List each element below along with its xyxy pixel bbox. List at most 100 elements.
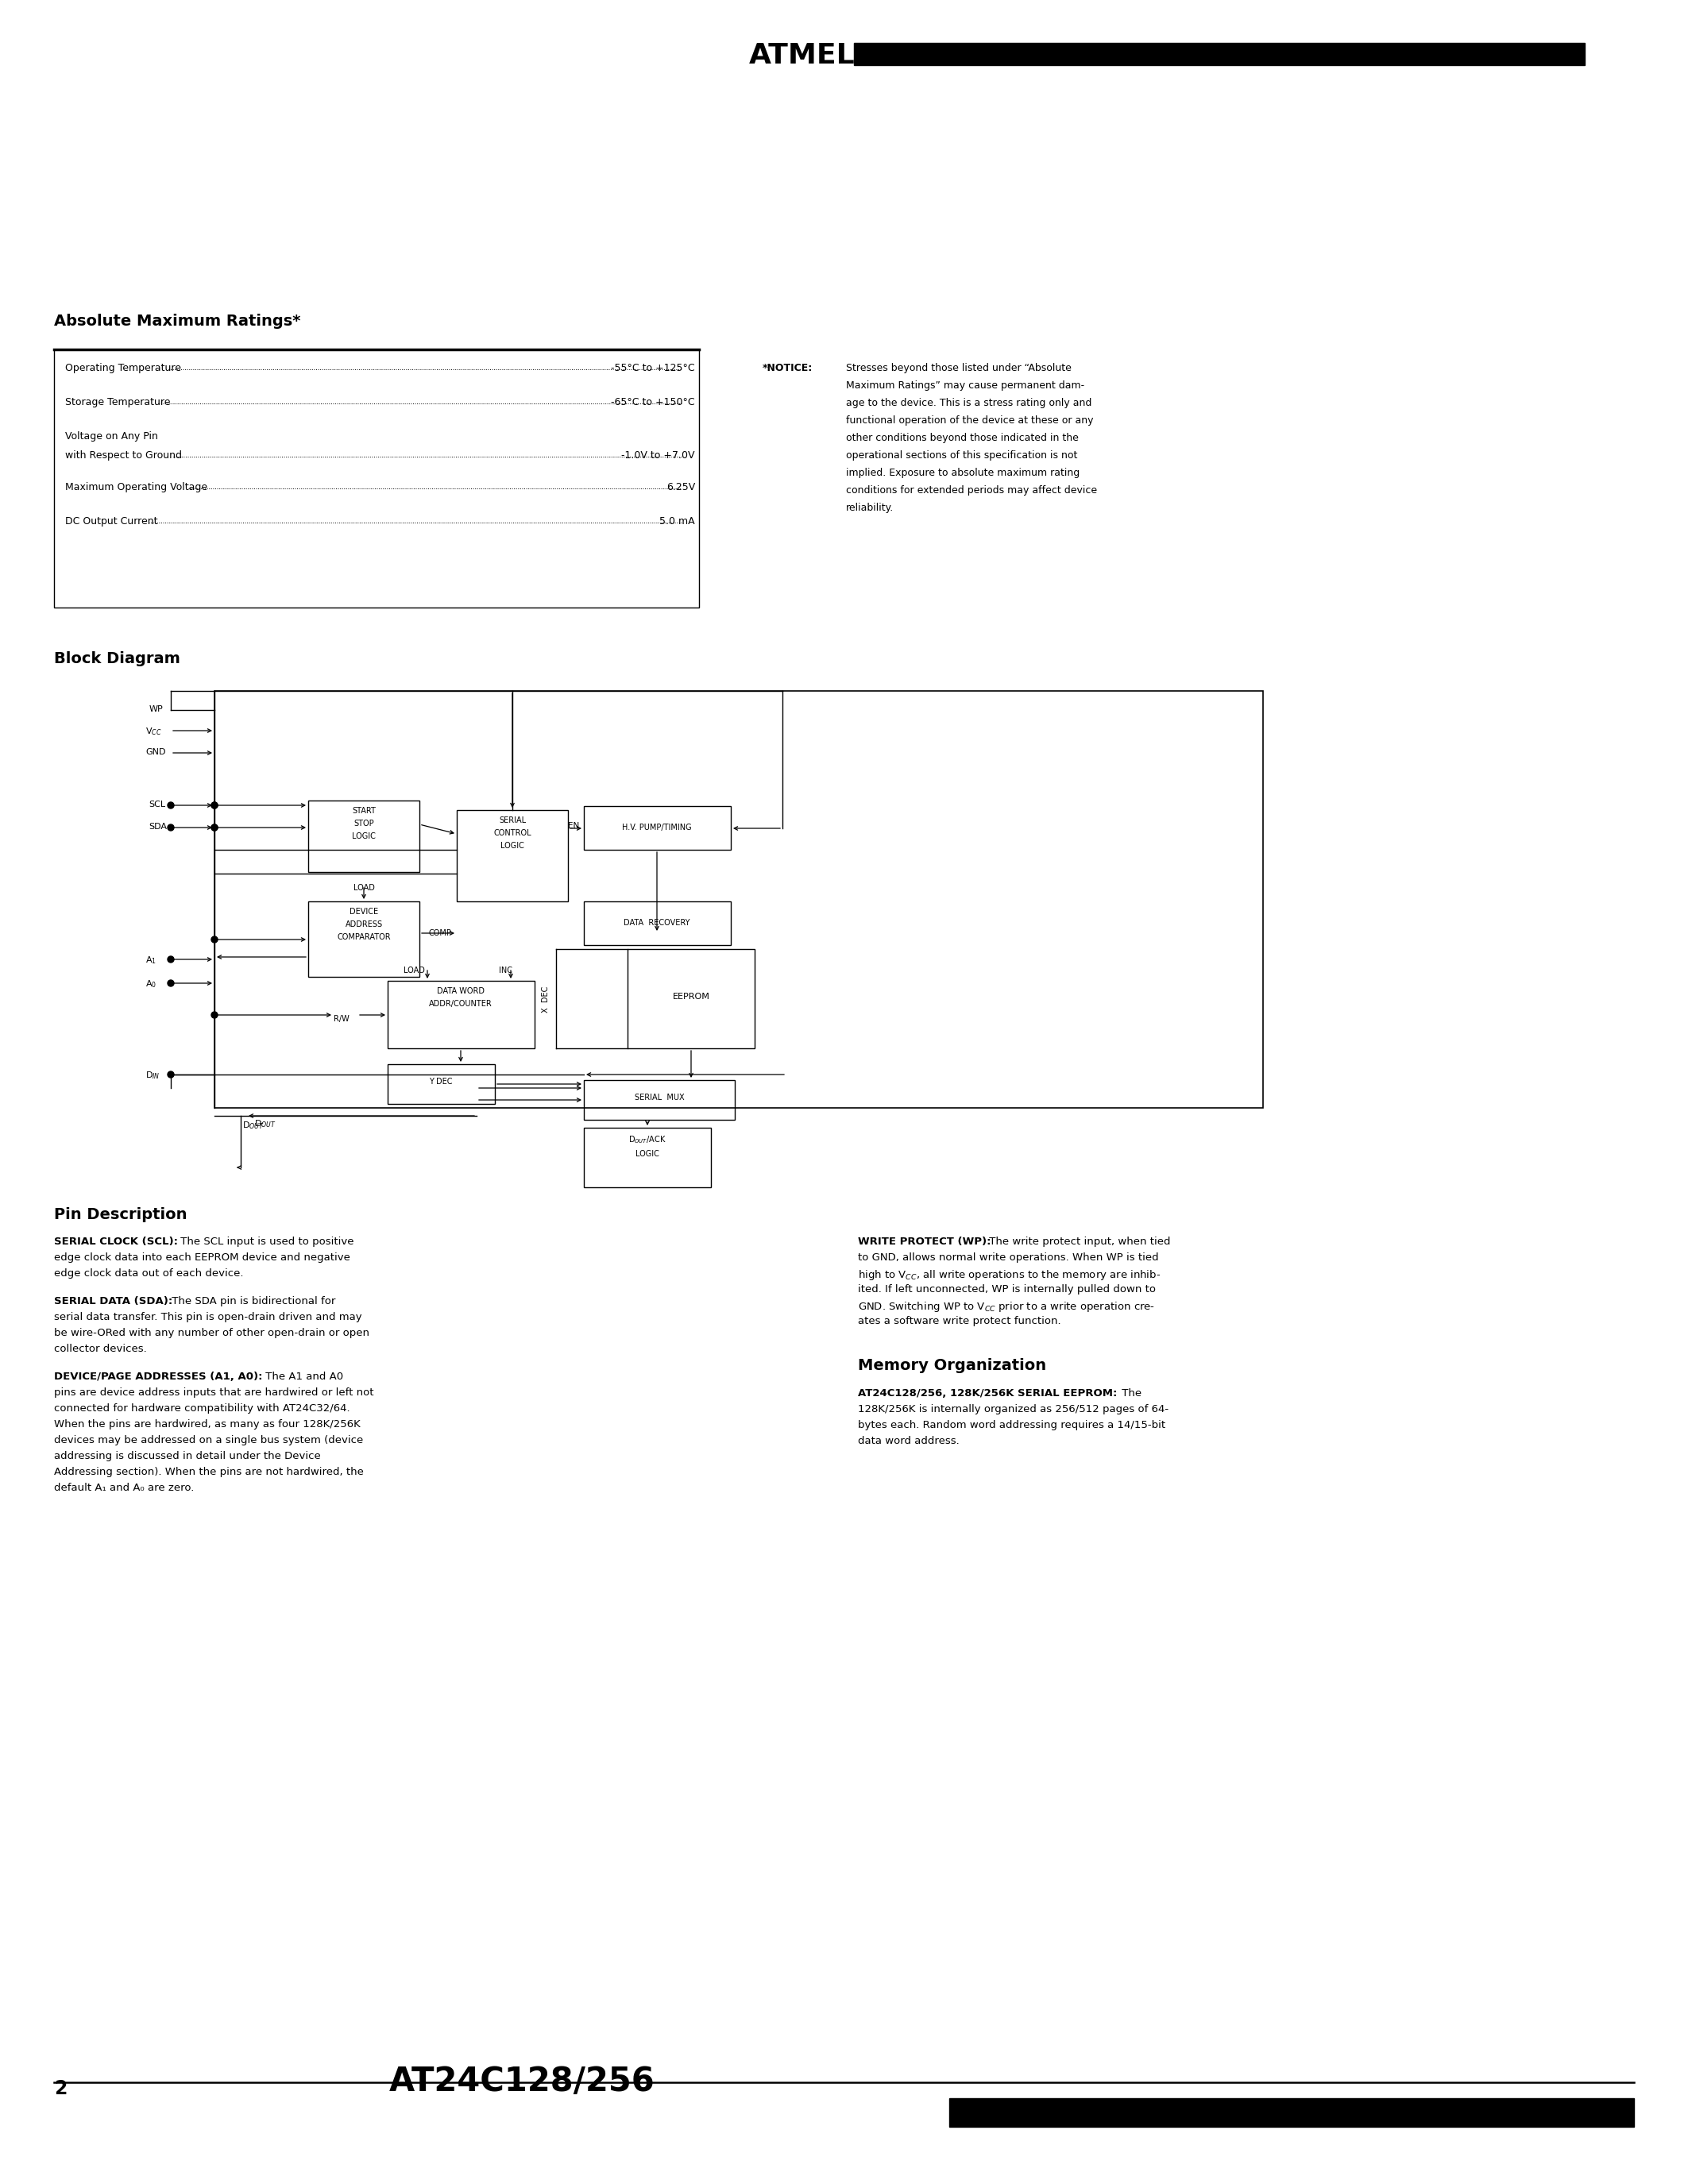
Text: Block Diagram: Block Diagram (54, 651, 181, 666)
Text: devices may be addressed on a single bus system (device: devices may be addressed on a single bus… (54, 1435, 363, 1446)
Circle shape (211, 823, 218, 830)
Bar (309, 802, 419, 871)
Text: DEVICE/PAGE ADDRESSES (A1, A0):: DEVICE/PAGE ADDRESSES (A1, A0): (54, 1372, 263, 1382)
Text: 2: 2 (54, 2079, 68, 2099)
Text: edge clock data into each EEPROM device and negative: edge clock data into each EEPROM device … (54, 1251, 349, 1262)
Text: age to the device. This is a stress rating only and: age to the device. This is a stress rati… (846, 397, 1092, 408)
Bar (214, 690, 1263, 1107)
Text: 5.0 mA: 5.0 mA (660, 515, 695, 526)
Text: ATMEL: ATMEL (749, 41, 856, 70)
Text: DC Output Current: DC Output Current (66, 515, 157, 526)
Text: 6.25V: 6.25V (667, 483, 695, 491)
Text: implied. Exposure to absolute maximum rating: implied. Exposure to absolute maximum ra… (846, 467, 1080, 478)
Text: Maximum Ratings” may cause permanent dam-: Maximum Ratings” may cause permanent dam… (846, 380, 1084, 391)
Text: -1.0V to +7.0V: -1.0V to +7.0V (621, 450, 695, 461)
Text: reliability.: reliability. (846, 502, 895, 513)
Text: pins are device address inputs that are hardwired or left not: pins are device address inputs that are … (54, 1387, 373, 1398)
Text: Memory Organization: Memory Organization (858, 1358, 1047, 1374)
Text: D$_{OUT}$/ACK: D$_{OUT}$/ACK (628, 1133, 667, 1144)
Text: SDA: SDA (149, 823, 167, 830)
Text: data word address.: data word address. (858, 1435, 959, 1446)
Text: default A₁ and A₀ are zero.: default A₁ and A₀ are zero. (54, 1483, 194, 1494)
Text: edge clock data out of each device.: edge clock data out of each device. (54, 1269, 243, 1278)
Text: DATA  RECOVERY: DATA RECOVERY (625, 919, 690, 926)
Circle shape (167, 1072, 174, 1077)
Text: Absolute Maximum Ratings*: Absolute Maximum Ratings* (54, 314, 300, 330)
Text: D$_{OUT}$: D$_{OUT}$ (243, 1120, 265, 1131)
Text: be wire-ORed with any number of other open-drain or open: be wire-ORed with any number of other op… (54, 1328, 370, 1339)
Text: STOP: STOP (354, 819, 375, 828)
Bar (854, 44, 1585, 66)
Text: functional operation of the device at these or any: functional operation of the device at th… (846, 415, 1094, 426)
Circle shape (211, 937, 218, 943)
Text: A$_1$: A$_1$ (145, 954, 157, 965)
Text: Operating Temperature: Operating Temperature (66, 363, 181, 373)
Bar (584, 806, 731, 850)
Bar (54, 349, 699, 607)
Bar (584, 902, 731, 946)
Text: with Respect to Ground: with Respect to Ground (66, 450, 182, 461)
Text: high to V$_{CC}$, all write operations to the memory are inhib-: high to V$_{CC}$, all write operations t… (858, 1269, 1161, 1282)
Text: EN: EN (567, 821, 579, 830)
Text: GND. Switching WP to V$_{CC}$ prior to a write operation cre-: GND. Switching WP to V$_{CC}$ prior to a… (858, 1299, 1155, 1313)
Text: other conditions beyond those indicated in the: other conditions beyond those indicated … (846, 432, 1079, 443)
Bar (388, 981, 535, 1048)
Text: *NOTICE:: *NOTICE: (763, 363, 814, 373)
Text: SERIAL  MUX: SERIAL MUX (635, 1094, 684, 1101)
Text: connected for hardware compatibility with AT24C32/64.: connected for hardware compatibility wit… (54, 1404, 349, 1413)
Text: WRITE PROTECT (WP):: WRITE PROTECT (WP): (858, 1236, 991, 1247)
Text: The SCL input is used to positive: The SCL input is used to positive (177, 1236, 354, 1247)
Text: The: The (1119, 1389, 1141, 1398)
Circle shape (167, 981, 174, 987)
Text: ADDR/COUNTER: ADDR/COUNTER (429, 1000, 493, 1007)
Bar (309, 902, 419, 976)
Text: COMP: COMP (429, 928, 452, 937)
Text: When the pins are hardwired, as many as four 128K/256K: When the pins are hardwired, as many as … (54, 1420, 361, 1431)
Circle shape (211, 823, 218, 830)
Text: SERIAL DATA (SDA):: SERIAL DATA (SDA): (54, 1295, 172, 1306)
Bar (584, 1081, 734, 1120)
Text: 128K/256K is internally organized as 256/512 pages of 64-: 128K/256K is internally organized as 256… (858, 1404, 1168, 1415)
Bar (628, 950, 755, 1048)
Text: -55°C to +125°C: -55°C to +125°C (611, 363, 695, 373)
Text: A$_0$: A$_0$ (145, 978, 157, 989)
Text: CONTROL: CONTROL (493, 830, 532, 836)
Text: Maximum Operating Voltage: Maximum Operating Voltage (66, 483, 208, 491)
Bar (949, 2099, 1634, 2127)
Text: V$_{CC}$: V$_{CC}$ (145, 725, 162, 736)
Text: collector devices.: collector devices. (54, 1343, 147, 1354)
Circle shape (167, 957, 174, 963)
Text: LOGIC: LOGIC (500, 841, 525, 850)
Text: to GND, allows normal write operations. When WP is tied: to GND, allows normal write operations. … (858, 1251, 1158, 1262)
Text: LOAD: LOAD (353, 885, 375, 891)
Circle shape (167, 823, 174, 830)
Text: D$_{OUT}$: D$_{OUT}$ (255, 1118, 277, 1129)
Text: Pin Description: Pin Description (54, 1208, 187, 1223)
Text: ates a software write protect function.: ates a software write protect function. (858, 1317, 1062, 1326)
Text: WP: WP (149, 705, 164, 714)
Text: SERIAL CLOCK (SCL):: SERIAL CLOCK (SCL): (54, 1236, 177, 1247)
Text: Stresses beyond those listed under “Absolute: Stresses beyond those listed under “Abso… (846, 363, 1072, 373)
Text: H.V. PUMP/TIMING: H.V. PUMP/TIMING (623, 823, 692, 832)
Circle shape (167, 802, 174, 808)
Text: AT24C128/256: AT24C128/256 (390, 2064, 655, 2099)
Text: DEVICE: DEVICE (349, 909, 378, 915)
Circle shape (211, 802, 218, 808)
Text: conditions for extended periods may affect device: conditions for extended periods may affe… (846, 485, 1097, 496)
Text: The write protect input, when tied: The write protect input, when tied (986, 1236, 1170, 1247)
Text: -65°C to +150°C: -65°C to +150°C (611, 397, 695, 408)
Text: Y DEC: Y DEC (429, 1077, 452, 1085)
Text: R/W: R/W (334, 1016, 349, 1022)
Text: X  DEC: X DEC (542, 985, 550, 1013)
Text: SCL: SCL (149, 802, 165, 808)
Bar (584, 1127, 711, 1188)
Text: EEPROM: EEPROM (672, 994, 709, 1000)
Text: LOGIC: LOGIC (353, 832, 376, 841)
Text: D$_{IN}$: D$_{IN}$ (145, 1070, 160, 1081)
Text: bytes each. Random word addressing requires a 14/15-bit: bytes each. Random word addressing requi… (858, 1420, 1165, 1431)
Text: serial data transfer. This pin is open-drain driven and may: serial data transfer. This pin is open-d… (54, 1313, 361, 1321)
Circle shape (211, 1011, 218, 1018)
Text: ited. If left unconnected, WP is internally pulled down to: ited. If left unconnected, WP is interna… (858, 1284, 1156, 1295)
Text: AT24C128/256, 128K/256K SERIAL EEPROM:: AT24C128/256, 128K/256K SERIAL EEPROM: (858, 1389, 1117, 1398)
Text: Storage Temperature: Storage Temperature (66, 397, 170, 408)
